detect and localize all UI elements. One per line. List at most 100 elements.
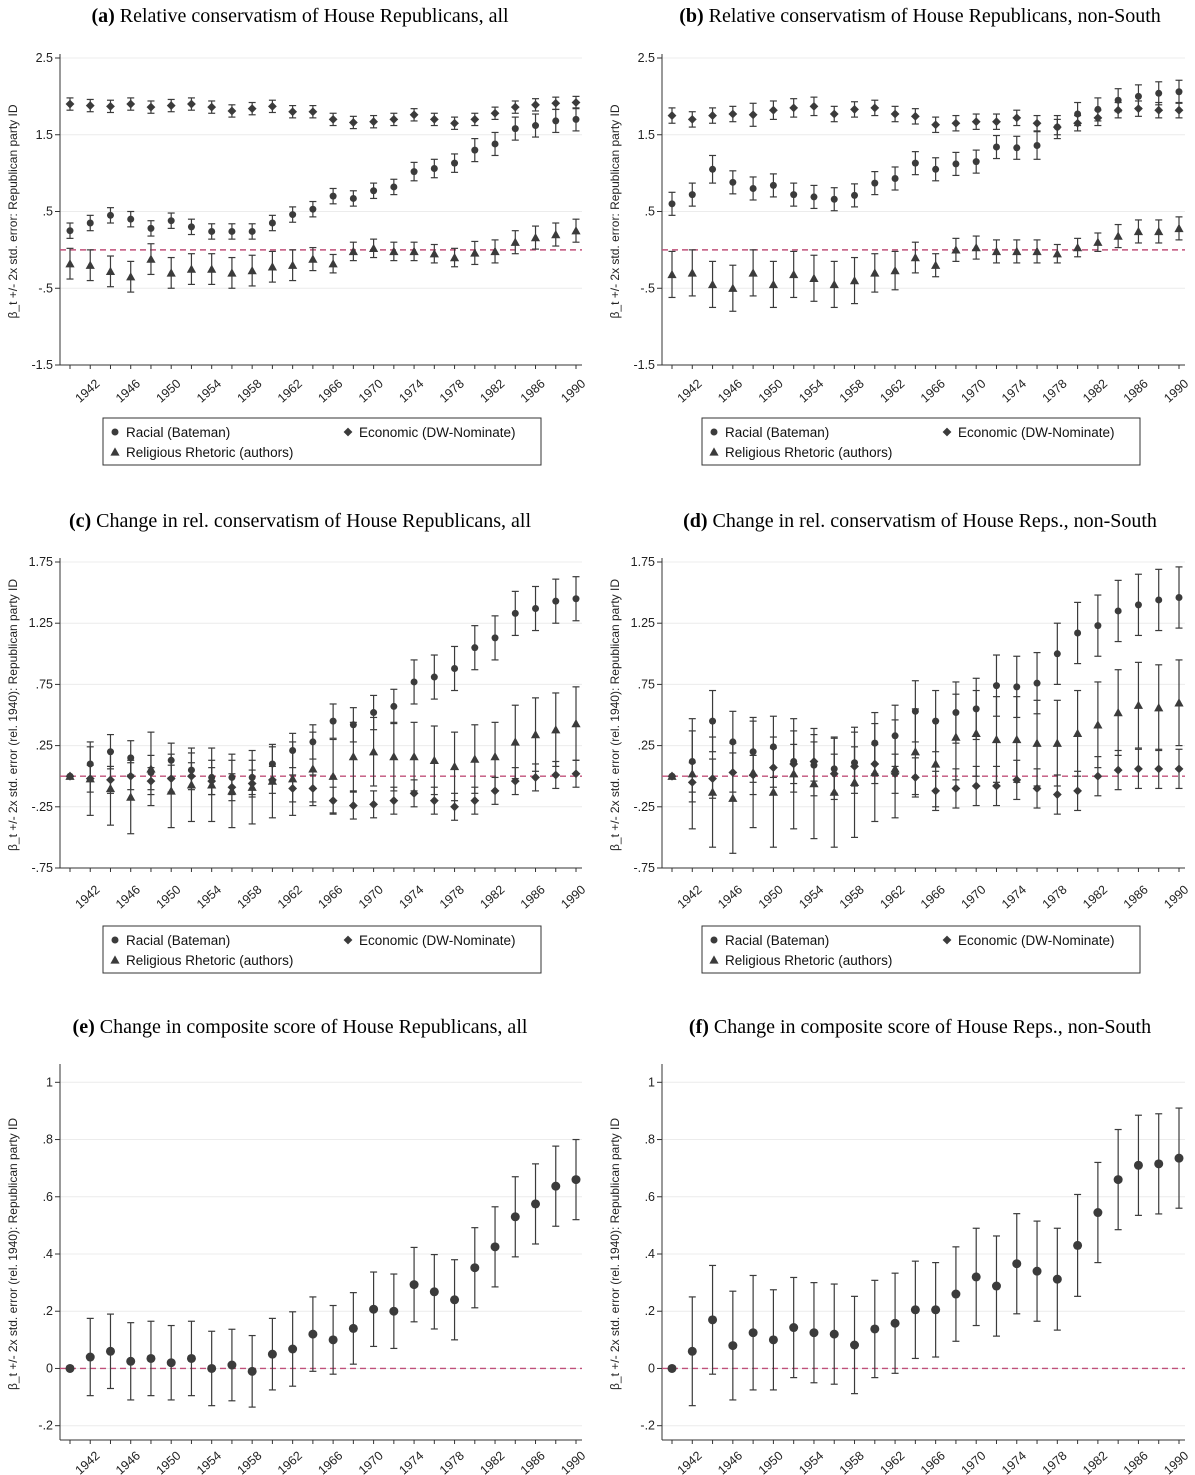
x-tick-label: 1978 (437, 882, 467, 911)
data-point (491, 140, 499, 148)
x-tick-label: 1974 (999, 882, 1029, 911)
y-tick-label: 1.75 (631, 555, 655, 569)
data-point (449, 761, 460, 771)
x-tick-label: 1974 (999, 376, 1029, 405)
data-point (992, 682, 1000, 690)
legend-marker (710, 428, 718, 436)
data-point (429, 796, 439, 806)
x-tick-label: 1982 (1080, 376, 1110, 405)
legend-label: Religious Rhetoric (authors) (725, 445, 892, 460)
legend-marker (710, 936, 718, 944)
data-point (870, 1324, 880, 1334)
data-point (167, 217, 175, 225)
y-tick-label: 0 (46, 1361, 53, 1375)
x-tick-label: 1946 (113, 376, 143, 405)
legend: Racial (Bateman) Economic (DW-Nominate) Re… (701, 925, 1141, 974)
x-tick-label: 1954 (194, 882, 224, 911)
data-point (931, 1305, 941, 1315)
x-tick-label: 1942 (73, 882, 103, 911)
data-point (769, 105, 778, 115)
x-tick-label: 1946 (113, 1448, 143, 1475)
data-point (849, 275, 860, 285)
data-point (748, 767, 758, 777)
data-point (1113, 231, 1123, 240)
data-point (490, 752, 500, 761)
data-point (227, 1360, 237, 1370)
x-tick-label: 1974 (396, 376, 426, 405)
data-point (490, 108, 500, 118)
data-point (166, 268, 176, 277)
x-tick-label: 1986 (518, 1448, 548, 1475)
data-point (1113, 1175, 1123, 1185)
data-point (308, 107, 318, 117)
data-point (1133, 1160, 1143, 1170)
series-economic-dw-nominate (65, 759, 581, 821)
data-point (389, 752, 399, 761)
y-tick-label: .75 (638, 677, 655, 691)
data-point (309, 205, 317, 213)
data-point (146, 764, 156, 773)
data-point (348, 1323, 358, 1333)
x-tick-label: 1962 (877, 376, 907, 405)
data-point (789, 269, 799, 279)
data-point (1053, 650, 1061, 658)
data-point (450, 1295, 460, 1305)
panel-title: (b) Relative conservatism of House Repub… (679, 5, 1161, 27)
data-point (389, 1306, 399, 1316)
data-point (829, 279, 839, 289)
data-point (1032, 1266, 1042, 1276)
x-tick-label: 1970 (959, 882, 989, 911)
data-point (551, 98, 561, 108)
data-point (511, 609, 519, 617)
data-point (389, 115, 399, 124)
legend-marker (942, 427, 952, 437)
series-economic-dw-nominate (667, 741, 1184, 815)
series-economic-dw-nominate (65, 95, 581, 130)
panel-title-text: Relative conservatism of House Republica… (704, 5, 1161, 27)
y-tick-label: 2.5 (36, 51, 53, 65)
y-tick-label: -.25 (31, 800, 53, 814)
data-point (951, 245, 961, 254)
legend-label: Racial (Bateman) (725, 933, 829, 948)
x-tick-label: 1990 (1161, 376, 1191, 405)
x-tick-label: 1946 (715, 1448, 745, 1475)
data-point (809, 778, 819, 788)
data-point (667, 269, 677, 279)
y-tick-label: .25 (638, 739, 655, 753)
data-point (1052, 790, 1062, 799)
data-point (1174, 223, 1184, 233)
legend-label: Economic (DW-Nominate) (359, 933, 516, 948)
data-point (268, 101, 277, 111)
data-point (748, 268, 758, 277)
data-point (450, 802, 459, 812)
data-point (247, 782, 257, 791)
y-tick-label: .6 (645, 1190, 655, 1204)
data-point (1175, 88, 1183, 96)
data-point (1012, 734, 1022, 744)
x-tick-label: 1954 (796, 376, 826, 405)
data-point (829, 109, 839, 119)
legend-label: Religious Rhetoric (authors) (725, 953, 892, 968)
data-point (288, 260, 298, 269)
x-tick-label: 1978 (437, 376, 467, 405)
x-tick-label: 1986 (518, 882, 548, 911)
y-tick-label: .2 (43, 1304, 53, 1318)
data-point (951, 118, 961, 128)
data-point (551, 770, 561, 780)
data-point (126, 272, 136, 281)
data-point (126, 99, 136, 109)
data-point (932, 165, 940, 173)
x-tick-label: 1950 (756, 882, 786, 911)
data-point (829, 787, 839, 796)
y-tick-label: -.5 (38, 281, 53, 295)
x-tick-label: 1982 (477, 1448, 507, 1475)
data-point (530, 232, 541, 242)
y-tick-label: 1 (648, 1075, 655, 1089)
data-point (227, 268, 237, 277)
x-tick-label: 1974 (396, 882, 426, 911)
data-point (809, 101, 819, 111)
x-tick-label: 1950 (756, 376, 786, 405)
data-point (227, 786, 237, 795)
data-point (470, 248, 480, 257)
data-point (1032, 246, 1042, 256)
